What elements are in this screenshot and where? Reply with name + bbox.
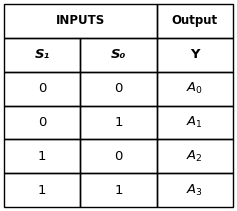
Text: 0: 0 <box>38 82 46 95</box>
Bar <box>4 38 80 72</box>
Bar <box>80 38 157 72</box>
Bar <box>157 139 233 173</box>
Text: 1: 1 <box>114 184 123 197</box>
Bar <box>80 106 157 139</box>
Text: 0: 0 <box>38 116 46 129</box>
Text: 1: 1 <box>38 150 46 163</box>
Text: 0: 0 <box>114 82 123 95</box>
Text: Y: Y <box>190 48 200 61</box>
Bar <box>4 173 80 207</box>
Bar <box>4 106 80 139</box>
Bar <box>157 38 233 72</box>
Bar <box>80 72 157 106</box>
Text: 1: 1 <box>114 116 123 129</box>
Bar <box>157 106 233 139</box>
Bar <box>157 72 233 106</box>
Text: INPUTS: INPUTS <box>56 14 105 27</box>
Bar <box>4 4 157 38</box>
Bar <box>157 173 233 207</box>
Text: S₁: S₁ <box>35 48 50 61</box>
Bar <box>80 173 157 207</box>
Text: Output: Output <box>172 14 218 27</box>
Text: S₀: S₀ <box>111 48 126 61</box>
Bar <box>4 72 80 106</box>
Bar <box>4 139 80 173</box>
Bar <box>80 139 157 173</box>
Text: 0: 0 <box>114 150 123 163</box>
Text: $A_{0}$: $A_{0}$ <box>186 81 203 96</box>
Bar <box>157 4 233 38</box>
Text: 1: 1 <box>38 184 46 197</box>
Text: $A_{2}$: $A_{2}$ <box>187 149 203 164</box>
Text: $A_{3}$: $A_{3}$ <box>186 183 203 198</box>
Text: $A_{1}$: $A_{1}$ <box>187 115 203 130</box>
